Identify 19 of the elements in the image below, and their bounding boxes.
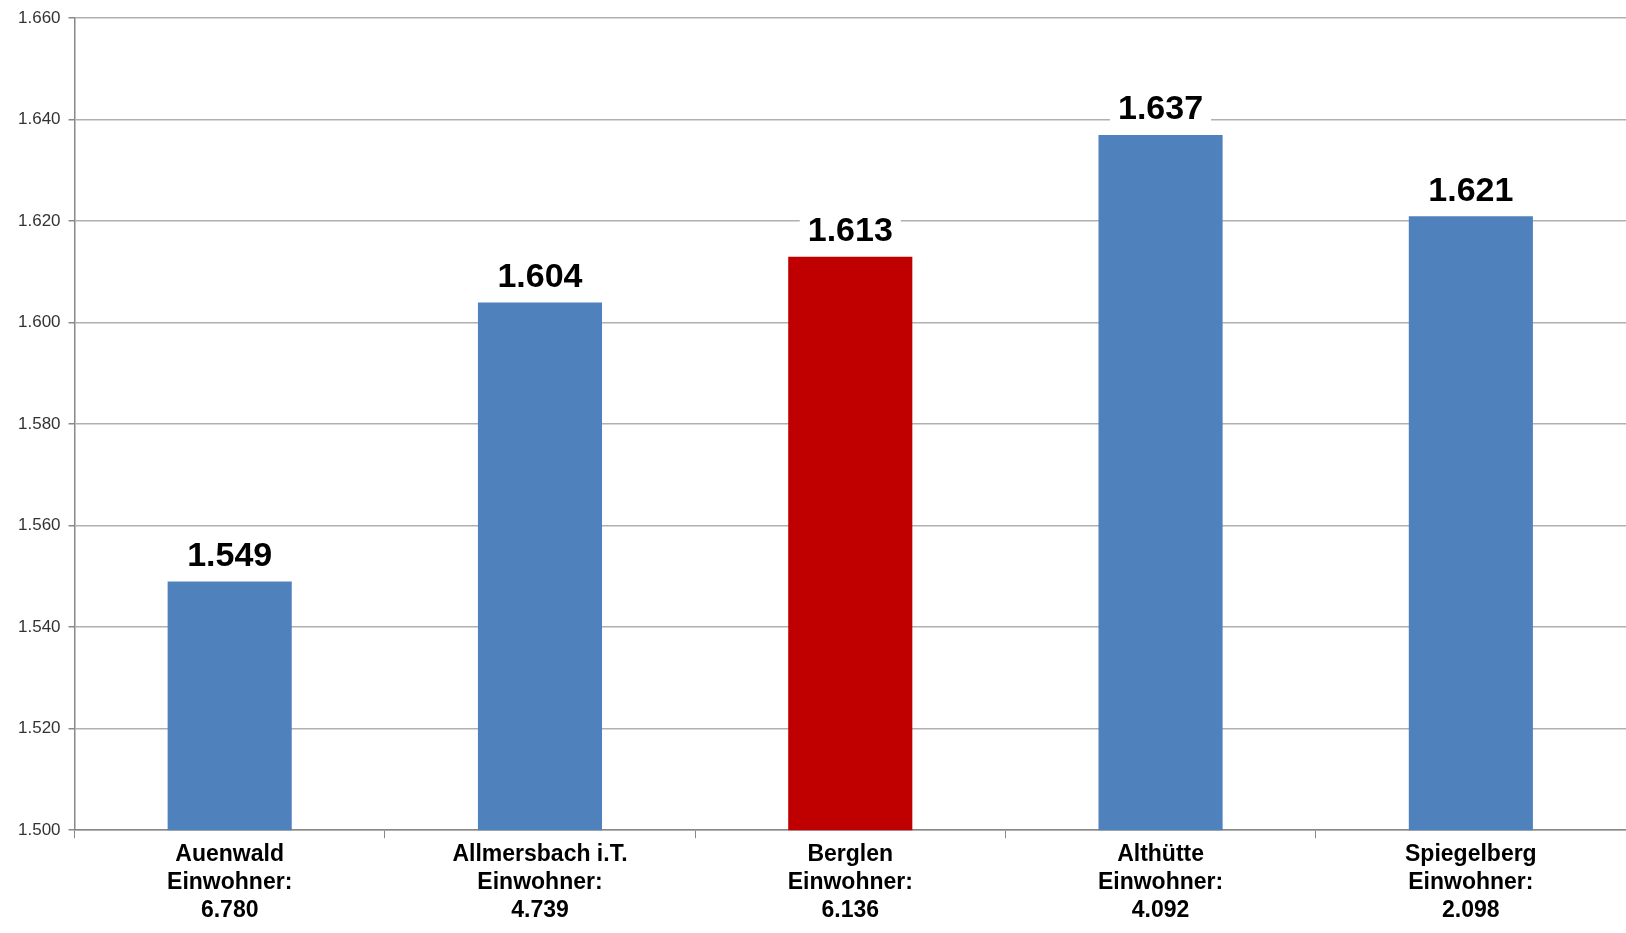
x-tick-label: Berglen Einwohner: 6.136 xyxy=(787,840,913,922)
y-tick-label: 1.500 xyxy=(17,819,61,839)
data-label: 1.604 xyxy=(497,255,583,294)
data-label: 1.621 xyxy=(1428,169,1514,208)
data-label: 1.613 xyxy=(807,210,893,249)
x-tick-label: Althütte Einwohner: 4.092 xyxy=(1097,840,1224,922)
y-tick-label: 1.580 xyxy=(17,413,61,433)
y-tick-label: 1.600 xyxy=(17,312,61,332)
y-tick-label: 1.520 xyxy=(17,718,61,738)
y-tick-label: 1.620 xyxy=(17,210,61,230)
y-tick-label: 1.540 xyxy=(17,616,61,636)
x-tick-label: Allmersbach i.T. Einwohner: 4.739 xyxy=(452,840,628,922)
x-tick-label: Spiegelberg Einwohner: 2.098 xyxy=(1405,840,1537,922)
x-tick-label: Auenwald Einwohner: 6.780 xyxy=(167,840,293,922)
y-tick-label: 1.560 xyxy=(17,515,61,535)
y-tick-label: 1.660 xyxy=(17,7,61,27)
data-label: 1.549 xyxy=(187,534,273,573)
y-tick-label: 1.640 xyxy=(17,109,61,129)
data-label: 1.637 xyxy=(1118,88,1204,127)
